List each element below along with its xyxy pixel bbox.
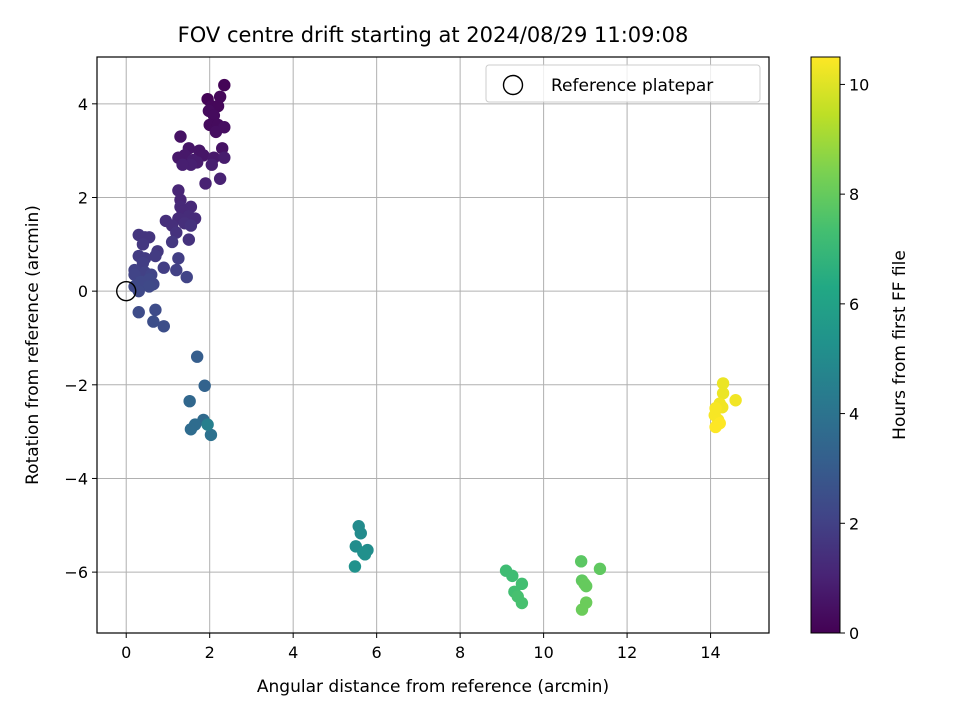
- data-points: [128, 78, 742, 616]
- data-point: [218, 151, 231, 164]
- data-point: [204, 428, 218, 442]
- data-point: [358, 548, 372, 561]
- data-point: [207, 109, 221, 122]
- y-tick-label: −2: [64, 376, 88, 395]
- colorbar-tick-label: 10: [849, 75, 869, 94]
- colorbar-gradient: [810, 56, 841, 634]
- data-point: [165, 235, 179, 249]
- x-axis-label: Angular distance from reference (arcmin): [257, 677, 609, 697]
- data-point: [515, 596, 529, 610]
- y-tick-label: 0: [78, 282, 88, 301]
- data-point: [354, 527, 367, 540]
- data-point: [716, 377, 730, 390]
- colorbar-tick-label: 0: [849, 624, 859, 643]
- data-point: [209, 125, 223, 139]
- colorbar-ticks: 0 2 4 6 8 10: [840, 75, 869, 643]
- y-axis-ticks: −6 −4 −2 0 2 4: [64, 95, 97, 582]
- colorbar: 0 2 4 6 8 10 Hours from first FF file: [810, 56, 910, 643]
- data-point: [218, 78, 231, 92]
- data-point: [172, 184, 185, 197]
- data-point: [211, 99, 225, 113]
- data-point: [593, 562, 607, 576]
- data-point: [199, 177, 212, 190]
- data-point: [180, 270, 193, 284]
- data-point: [136, 256, 150, 270]
- data-point: [184, 219, 198, 232]
- legend-box: [485, 64, 761, 103]
- x-tick-label: 0: [121, 643, 131, 662]
- data-point: [213, 90, 227, 104]
- data-point: [216, 142, 229, 155]
- x-tick-label: 6: [372, 643, 382, 662]
- colorbar-label: Hours from first FF file: [890, 250, 910, 440]
- data-point: [729, 394, 742, 407]
- data-point: [149, 303, 162, 317]
- data-point: [716, 387, 730, 400]
- data-point: [205, 158, 218, 171]
- data-point: [575, 603, 589, 616]
- x-tick-label: 4: [288, 643, 298, 662]
- y-tick-label: 2: [78, 188, 88, 207]
- y-axis-label: Rotation from reference (arcmin): [23, 205, 43, 485]
- legend: Reference platepar: [485, 64, 761, 103]
- data-point: [170, 226, 183, 239]
- grid-lines: [97, 57, 769, 633]
- data-point: [136, 238, 150, 251]
- chart-title: FOV centre drift starting at 2024/08/29 …: [178, 23, 689, 47]
- colorbar-tick-label: 4: [849, 405, 859, 424]
- y-tick-label: −6: [64, 563, 88, 582]
- x-tick-label: 12: [617, 643, 637, 662]
- data-point: [709, 420, 722, 434]
- colorbar-tick-label: 8: [849, 185, 859, 204]
- data-point: [579, 579, 593, 593]
- data-point: [515, 577, 529, 591]
- data-point: [213, 172, 227, 185]
- data-point: [190, 350, 204, 363]
- reference-platepar-marker: [116, 280, 137, 302]
- data-point: [142, 280, 156, 293]
- colorbar-tick-label: 2: [849, 514, 859, 533]
- x-tick-label: 2: [205, 643, 215, 662]
- y-tick-label: −4: [64, 469, 88, 488]
- plot-frame: [96, 56, 770, 634]
- legend-entry-reference-platepar: Reference platepar: [551, 76, 713, 96]
- data-point: [201, 418, 214, 431]
- data-point: [172, 252, 185, 265]
- x-tick-label: 14: [700, 643, 720, 662]
- data-point: [198, 379, 211, 392]
- data-point: [176, 158, 189, 171]
- x-tick-label: 8: [455, 643, 465, 662]
- x-tick-label: 10: [533, 643, 553, 662]
- y-tick-label: 4: [78, 95, 88, 114]
- data-point: [174, 130, 187, 143]
- data-point: [184, 423, 198, 436]
- colorbar-tick-label: 6: [849, 295, 859, 314]
- data-point: [157, 320, 170, 333]
- data-point: [149, 249, 162, 263]
- data-point: [147, 315, 160, 328]
- data-point: [132, 306, 145, 319]
- data-point: [183, 394, 196, 408]
- data-point: [574, 555, 588, 568]
- data-point: [182, 233, 196, 246]
- data-point: [157, 261, 170, 274]
- data-point: [506, 569, 519, 583]
- legend-marker-icon: [502, 74, 524, 96]
- x-axis-ticks: 0 2 4 6 8 10 12 14: [121, 633, 721, 662]
- data-point: [170, 263, 183, 277]
- data-point: [348, 560, 362, 573]
